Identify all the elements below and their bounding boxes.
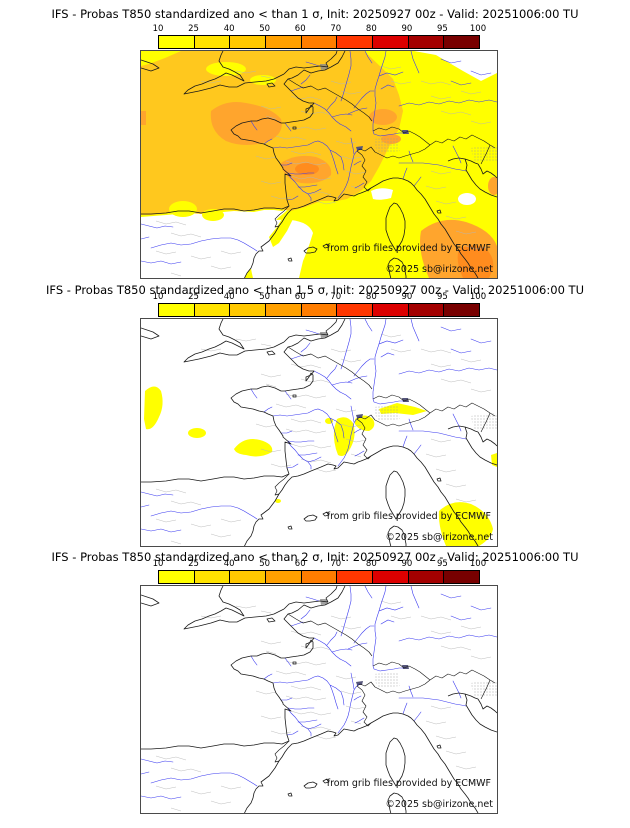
copyright-note: ©2025 sb@irizone.net <box>385 799 493 810</box>
colorbar-segment <box>301 36 338 48</box>
colorbar-tick-label: 90 <box>401 292 413 302</box>
panel-3-colorbar <box>158 570 480 584</box>
panel-3-map-svg <box>141 586 497 813</box>
colorbar-segment <box>337 571 374 583</box>
colorbar-segment <box>408 571 445 583</box>
colorbar-tick-label: 90 <box>401 24 413 34</box>
colorbar-segment <box>337 304 374 316</box>
colorbar-tick-label: 40 <box>223 292 235 302</box>
colorbar-segment <box>373 571 409 583</box>
colorbar-tick-label: 80 <box>365 292 377 302</box>
colorbar-segment <box>159 571 195 583</box>
colorbar-tick-label: 60 <box>294 24 306 34</box>
colorbar-tick-label: 80 <box>365 24 377 34</box>
copyright-note: ©2025 sb@irizone.net <box>385 532 493 543</box>
colorbar-tick-label: 40 <box>223 559 235 569</box>
colorbar-segment <box>444 304 480 316</box>
colorbar-segment <box>408 304 445 316</box>
panel-3-map: from grib files provided by ECMWF ©2025 … <box>140 585 498 814</box>
colorbar-tick-label: 50 <box>259 559 271 569</box>
colorbar-tick-label: 70 <box>330 559 342 569</box>
colorbar-tick-label: 25 <box>188 292 199 302</box>
panel-1-map-svg <box>141 51 497 278</box>
colorbar-tick-label: 100 <box>469 24 487 34</box>
colorbar-tick-label: 100 <box>469 292 487 302</box>
colorbar-segment <box>266 36 302 48</box>
colorbar-tick-label: 25 <box>188 559 199 569</box>
colorbar-tick-label: 10 <box>152 559 164 569</box>
data-source-note: from grib files provided by ECMWF <box>326 511 491 522</box>
colorbar-segment <box>408 36 445 48</box>
colorbar-segment <box>230 36 267 48</box>
colorbar-segment <box>266 304 302 316</box>
panel-1-colorbar-ticks: 10 25 40 50 60 70 80 90 95 100 <box>153 24 487 34</box>
panel-2-title: IFS - Probas T850 standardized ano < tha… <box>46 283 584 297</box>
colorbar-segment <box>194 571 231 583</box>
panel-2-probability-fills <box>144 386 497 546</box>
panel-2-map-svg <box>141 319 497 546</box>
colorbar-tick-label: 95 <box>437 292 448 302</box>
colorbar-segment <box>266 571 302 583</box>
colorbar-tick-label: 90 <box>401 559 413 569</box>
colorbar-segment <box>373 304 409 316</box>
colorbar-tick-label: 50 <box>259 24 271 34</box>
panel-1-colorbar <box>158 35 480 49</box>
colorbar-segment <box>230 571 267 583</box>
colorbar-tick-label: 60 <box>294 292 306 302</box>
colorbar-tick-label: 95 <box>437 559 448 569</box>
colorbar-tick-label: 100 <box>469 559 487 569</box>
panel-3-title: IFS - Probas T850 standardized ano < tha… <box>51 550 579 564</box>
colorbar-segment <box>159 304 195 316</box>
data-source-note: from grib files provided by ECMWF <box>326 778 491 789</box>
colorbar-tick-label: 40 <box>223 24 235 34</box>
panel-3-colorbar-ticks: 10 25 40 50 60 70 80 90 95 100 <box>153 559 487 569</box>
colorbar-segment <box>337 36 374 48</box>
colorbar-tick-label: 25 <box>188 24 199 34</box>
colorbar-tick-label: 10 <box>152 24 164 34</box>
colorbar-tick-label: 50 <box>259 292 271 302</box>
colorbar-segment <box>444 571 480 583</box>
colorbar-segment <box>444 36 480 48</box>
panel-1-map: from grib files provided by ECMWF ©2025 … <box>140 50 498 279</box>
data-source-note: from grib files provided by ECMWF <box>326 243 491 254</box>
colorbar-segment <box>301 304 338 316</box>
colorbar-tick-label: 70 <box>330 24 342 34</box>
colorbar-tick-label: 60 <box>294 559 306 569</box>
colorbar-segment <box>373 36 409 48</box>
panel-2-colorbar <box>158 303 480 317</box>
colorbar-tick-label: 95 <box>437 24 448 34</box>
panel-1-title: IFS - Probas T850 standardized ano < tha… <box>51 7 579 21</box>
panel-2-colorbar-ticks: 10 25 40 50 60 70 80 90 95 100 <box>153 292 487 302</box>
panel-2-map: from grib files provided by ECMWF ©2025 … <box>140 318 498 547</box>
colorbar-segment <box>301 571 338 583</box>
colorbar-segment <box>159 36 195 48</box>
colorbar-tick-label: 70 <box>330 292 342 302</box>
colorbar-tick-label: 80 <box>365 559 377 569</box>
copyright-note: ©2025 sb@irizone.net <box>385 264 493 275</box>
colorbar-tick-label: 10 <box>152 292 164 302</box>
colorbar-segment <box>194 36 231 48</box>
colorbar-segment <box>194 304 231 316</box>
colorbar-segment <box>230 304 267 316</box>
